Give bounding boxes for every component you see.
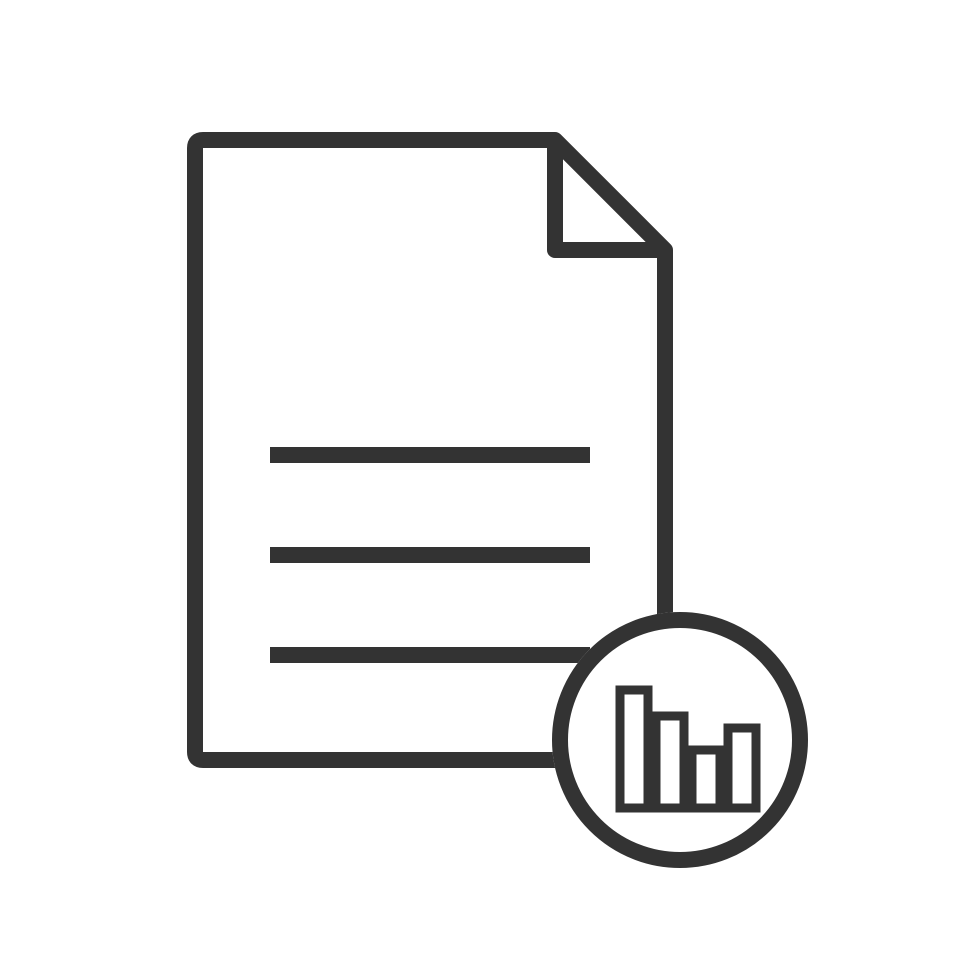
document-chart-icon bbox=[0, 0, 980, 980]
